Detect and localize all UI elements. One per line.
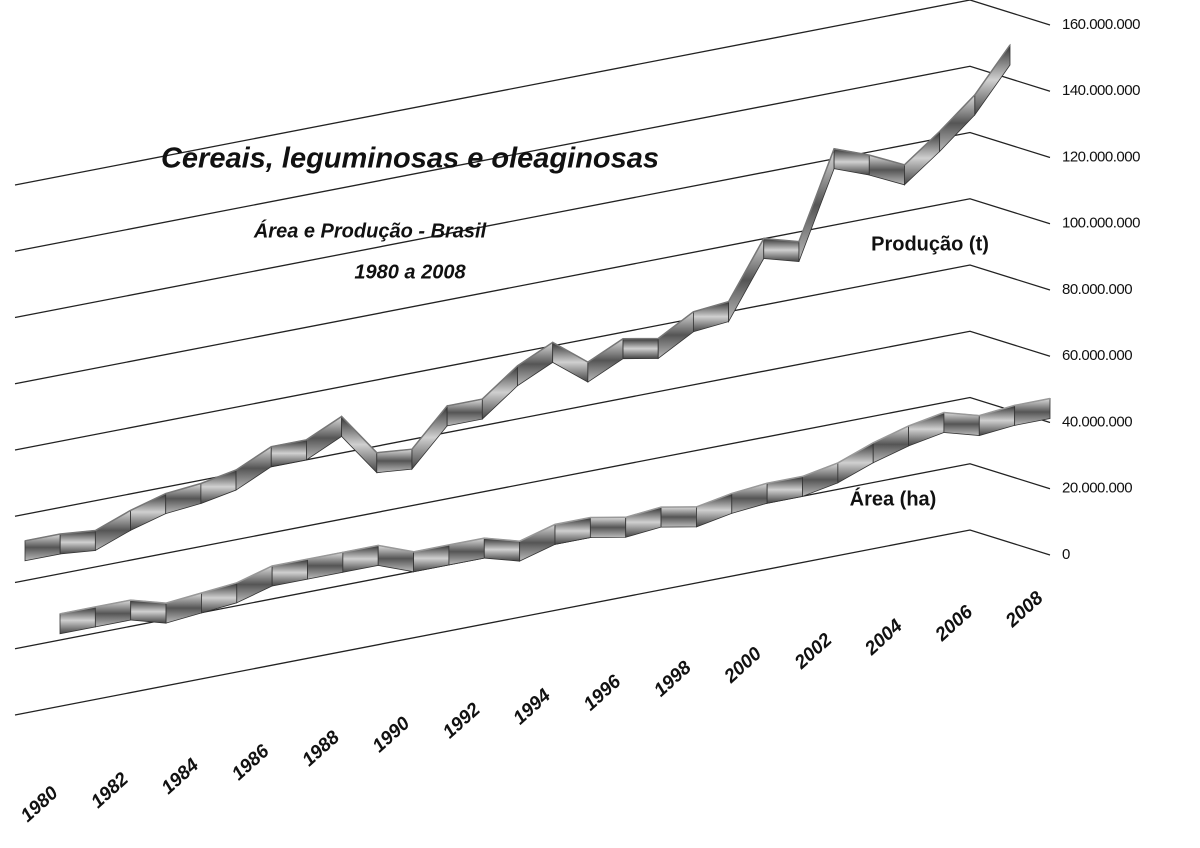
ribbon-face (728, 236, 765, 324)
ribbon-face (341, 415, 378, 474)
x-tick-label: 1988 (298, 727, 344, 771)
series-label: Produção (t) (871, 233, 989, 255)
ribbon-face (130, 493, 167, 532)
ribbon-face (587, 337, 624, 383)
ribbon-face (696, 492, 733, 528)
grid-line (14, 264, 1051, 451)
ribbon-face (306, 415, 343, 461)
x-tick-label: 1998 (650, 657, 696, 701)
grid-line (14, 198, 1051, 385)
ribbon-face (411, 404, 448, 471)
x-tick-label: 1986 (228, 741, 274, 785)
ribbon-face (939, 93, 976, 153)
grid-line (14, 65, 1051, 252)
ribbon-face (802, 462, 839, 497)
y-tick-label: 140.000.000 (1062, 82, 1140, 99)
x-tick-label: 2006 (931, 601, 978, 646)
ribbon-face (94, 509, 131, 552)
ribbon-face (200, 469, 237, 505)
series-label: Área (ha) (850, 487, 937, 510)
ribbon-face (552, 341, 589, 383)
ribbon-face (908, 411, 945, 447)
y-tick-label: 80.000.000 (1062, 281, 1132, 298)
x-tick-label: 1994 (509, 685, 555, 729)
ribbon-face (904, 130, 941, 186)
ribbon-face (519, 523, 556, 562)
x-tick-label: 2008 (1001, 587, 1048, 632)
grid-line (14, 131, 1051, 319)
grid-line (14, 0, 1051, 186)
y-tick-label: 20.000.000 (1062, 480, 1132, 497)
ribbon-face (589, 516, 627, 538)
ribbon-face (483, 537, 521, 562)
x-tick-label: 1984 (158, 755, 204, 799)
x-tick-label: 1990 (369, 713, 415, 757)
ribbon-face (660, 506, 697, 528)
chart-subtitle: Área e Produção - Brasil (253, 219, 487, 242)
grid-line (14, 330, 1051, 517)
y-tick-label: 40.000.000 (1062, 413, 1132, 430)
chart-title: Cereais, leguminosas e oleaginosas (161, 143, 659, 175)
ribbon-face (481, 364, 518, 421)
series-line (24, 44, 1011, 542)
y-tick-label: 100.000.000 (1062, 215, 1140, 232)
grid (14, 0, 1051, 716)
y-tick-label: 0 (1062, 546, 1070, 563)
ribbon-face (974, 43, 1011, 117)
y-tick-label: 120.000.000 (1062, 148, 1140, 165)
chart-subtitle-years: 1980 a 2008 (354, 261, 466, 283)
ribbon-face (943, 412, 980, 436)
ribbon-face (837, 442, 874, 484)
x-tick-label: 1980 (17, 782, 63, 826)
y-tick-label: 160.000.000 (1062, 16, 1140, 33)
x-tick-label: 2004 (860, 615, 907, 660)
x-tick-label: 1982 (87, 768, 133, 812)
ribbon-face (872, 425, 909, 464)
x-tick-label: 2000 (720, 643, 767, 688)
grid-line (14, 463, 1051, 650)
ribbon-face (377, 544, 414, 573)
ribbon-face (235, 445, 272, 491)
grid-line (14, 529, 1051, 716)
x-tick-label: 1996 (580, 671, 626, 715)
ribbon-face (622, 338, 659, 360)
x-tick-label: 1992 (439, 699, 485, 743)
ribbon-face (763, 238, 800, 263)
ribbon-face (798, 148, 835, 262)
series-line (59, 397, 1051, 615)
x-tick-label: 2002 (790, 629, 837, 674)
ribbon-face (130, 599, 167, 624)
y-tick-label: 60.000.000 (1062, 347, 1132, 364)
ribbons (24, 43, 1051, 635)
ribbon-face (236, 565, 273, 604)
